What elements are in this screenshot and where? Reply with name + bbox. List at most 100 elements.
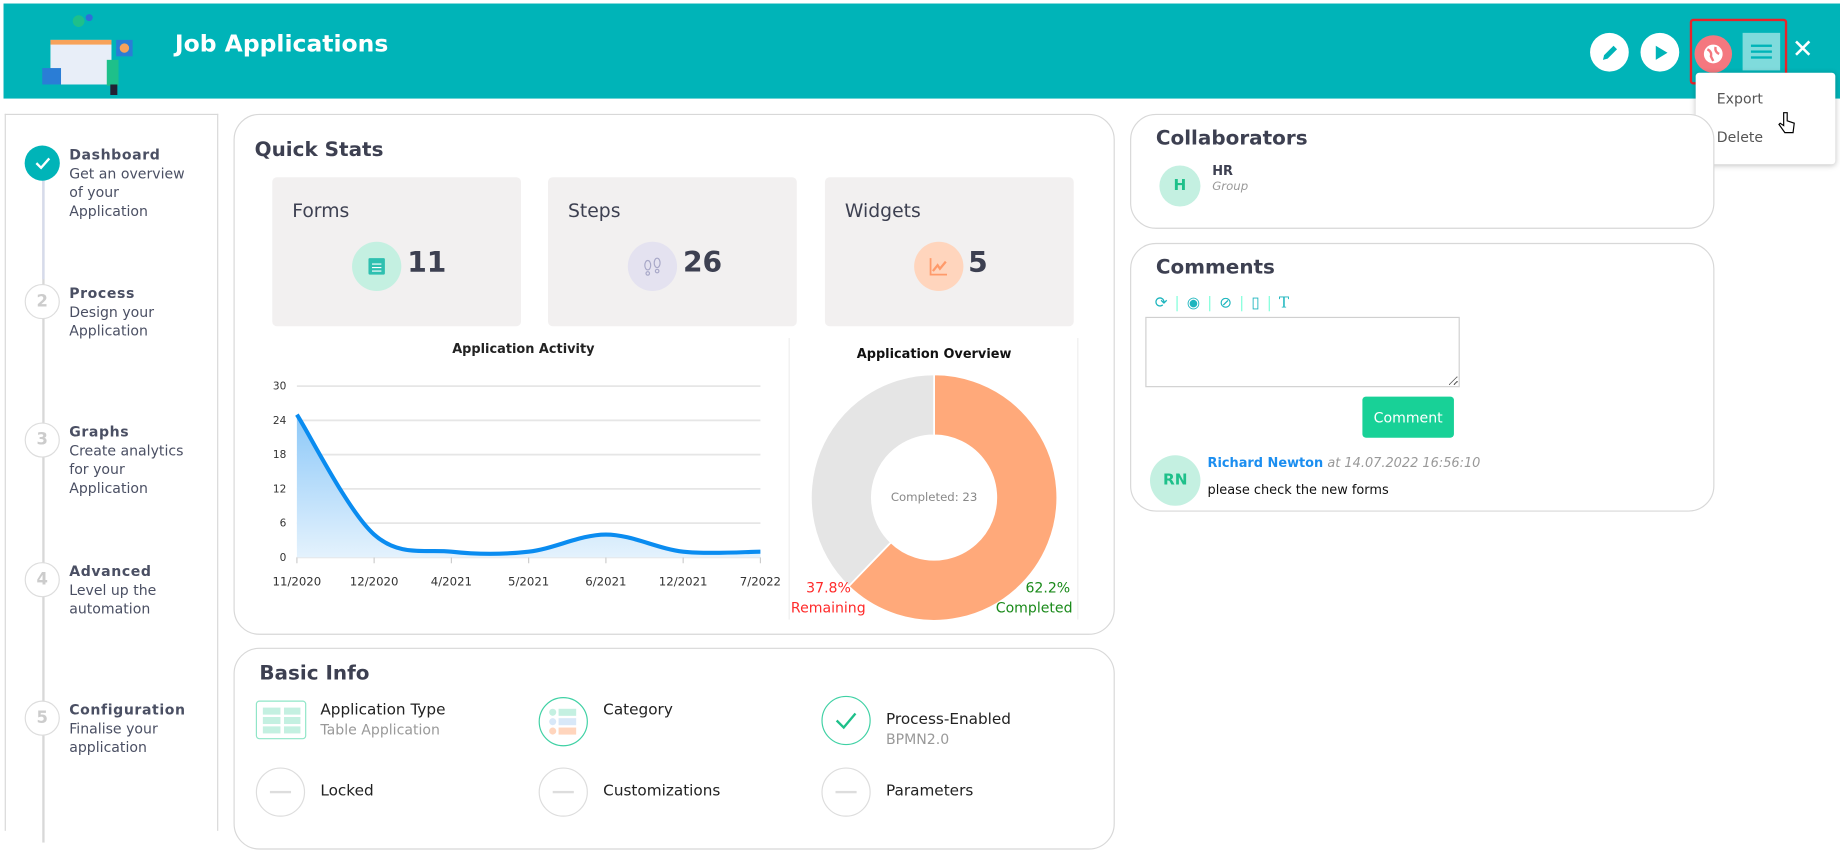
text-format-icon[interactable]: T <box>1278 294 1290 313</box>
card-title: Comments <box>1155 255 1275 280</box>
footsteps-icon <box>627 241 678 292</box>
dash-icon <box>255 767 306 817</box>
card-title: Collaborators <box>1155 126 1308 151</box>
step-desc: Finalise your application <box>69 720 158 756</box>
avatar: RN <box>1150 455 1201 506</box>
comment-toolbar: ⟳ | ◉ | ⊘ | ▯ | T <box>1154 294 1290 313</box>
check-icon <box>24 145 60 181</box>
basic-info-card: Basic Info <box>233 647 1115 850</box>
comment-button[interactable]: Comment <box>1362 396 1454 438</box>
category-icon <box>538 697 588 747</box>
chart-line-icon <box>914 241 964 292</box>
eye-icon[interactable]: ◉ <box>1186 294 1201 313</box>
step-desc: Design your Application <box>69 303 154 340</box>
x-tick-label: 5/2021 <box>508 575 549 589</box>
check-icon <box>821 695 871 746</box>
y-tick-label: 18 <box>273 449 286 461</box>
step-desc: Level up the automation <box>69 582 157 618</box>
stat-value: 26 <box>682 246 723 280</box>
slice-percent-label: 37.8% <box>806 581 851 597</box>
close-icon: ✕ <box>1791 35 1814 65</box>
info-label: Application Type <box>320 701 446 720</box>
menu-item-delete[interactable]: Delete <box>1716 129 1764 146</box>
table-icon <box>255 700 307 740</box>
comments-card: Comments ⟳ | ◉ | ⊘ | ▯ | T Comment RN Richar… <box>1130 242 1715 512</box>
collaborator-name: HR <box>1212 163 1233 179</box>
app-illustration-logo <box>42 14 133 96</box>
application-activity-chart: Application Activity 0 6 12 18 24 30 11/2020 12/… <box>273 342 781 589</box>
dash-icon <box>538 767 588 817</box>
step-title: Advanced <box>69 563 152 580</box>
info-category: Category <box>603 702 673 720</box>
info-locked: Locked <box>320 782 374 801</box>
step-desc: Get an overview of your Application <box>69 165 185 220</box>
comment-text: please check the new forms <box>1207 482 1389 498</box>
pencil-icon <box>1602 45 1617 60</box>
card-title: Basic Info <box>259 661 370 686</box>
comment-input[interactable] <box>1145 316 1460 388</box>
edit-button[interactable] <box>1590 32 1629 72</box>
y-tick-label: 30 <box>273 381 287 393</box>
refresh-icon[interactable]: ⟳ <box>1154 294 1168 313</box>
series-line <box>295 413 761 556</box>
stat-label: Forms <box>292 199 350 222</box>
step-line <box>42 161 45 843</box>
actions-dropdown-menu: Export Delete <box>1695 72 1836 165</box>
info-parameters: Parameters <box>885 782 974 801</box>
comment-timestamp: at 14.07.2022 16:56:10 <box>1327 455 1481 471</box>
step-number: 3 <box>24 422 60 458</box>
menu-item-export[interactable]: Export <box>1716 90 1763 107</box>
slice-name-label: Completed <box>996 601 1073 617</box>
y-tick-label: 24 <box>273 415 287 427</box>
hamburger-icon <box>1750 44 1772 59</box>
stat-label: Steps <box>567 199 621 222</box>
collaborators-card: Collaborators H HR Group <box>1130 113 1715 229</box>
info-value: BPMN2.0 <box>885 731 950 748</box>
x-tick-label: 7/2022 <box>740 575 781 589</box>
y-tick-label: 12 <box>273 483 286 495</box>
comment-author[interactable]: Richard Newton <box>1207 455 1324 471</box>
globe-icon <box>1703 44 1723 64</box>
stat-value: 11 <box>407 246 447 280</box>
menu-button[interactable] <box>1742 32 1781 71</box>
hand-cursor-icon <box>1778 112 1795 134</box>
step-desc: Create analytics for your Application <box>69 442 184 497</box>
application-overview-chart: Application Overview Completed: 23 62.2% Co… <box>791 347 1073 622</box>
app-header: Job Applications ✕ <box>3 3 1840 99</box>
info-label: Category <box>603 701 673 720</box>
slice-name-label: Remaining <box>791 601 866 617</box>
area-fill <box>296 414 761 558</box>
slice-percent-label: 62.2% <box>1025 581 1070 597</box>
eye-slash-icon[interactable]: ⊘ <box>1219 294 1233 313</box>
x-tick-label: 12/2021 <box>659 575 708 589</box>
collaborator-type: Group <box>1212 180 1249 194</box>
run-button[interactable] <box>1640 32 1680 72</box>
comment-meta: Richard Newton at 14.07.2022 16:56:10 <box>1208 455 1481 470</box>
step-title: Configuration <box>69 701 186 719</box>
step-number: 5 <box>24 700 60 736</box>
card-title: Quick Stats <box>254 138 384 162</box>
info-value: Table Application <box>320 721 440 739</box>
x-tick-label: 4/2021 <box>431 575 472 589</box>
y-tick-label: 6 <box>280 518 287 530</box>
y-tick-label: 0 <box>280 552 287 564</box>
info-application-type: Application Type Table Application <box>320 702 445 738</box>
step-number: 4 <box>24 562 60 598</box>
wizard-sidebar: Dashboard Get an overview of your Applica… <box>4 113 219 843</box>
page-title: Job Applications <box>174 29 389 58</box>
info-customizations: Customizations <box>603 782 721 801</box>
chart-title: Application Overview <box>857 347 1012 362</box>
publish-button[interactable] <box>1694 35 1733 73</box>
step-title: Dashboard <box>69 146 161 164</box>
info-label: Process-Enabled <box>885 711 1011 729</box>
stat-forms: Forms 11 <box>272 177 522 327</box>
dash-icon <box>821 767 871 817</box>
stat-value: 5 <box>968 246 988 280</box>
play-icon <box>1655 45 1667 60</box>
stat-steps: Steps 26 <box>548 177 797 327</box>
step-number: 2 <box>24 283 60 320</box>
close-button[interactable]: ✕ <box>1792 36 1814 64</box>
clipboard-icon[interactable]: ▯ <box>1251 294 1260 313</box>
divider <box>1077 337 1079 620</box>
stat-label: Widgets <box>844 199 921 222</box>
